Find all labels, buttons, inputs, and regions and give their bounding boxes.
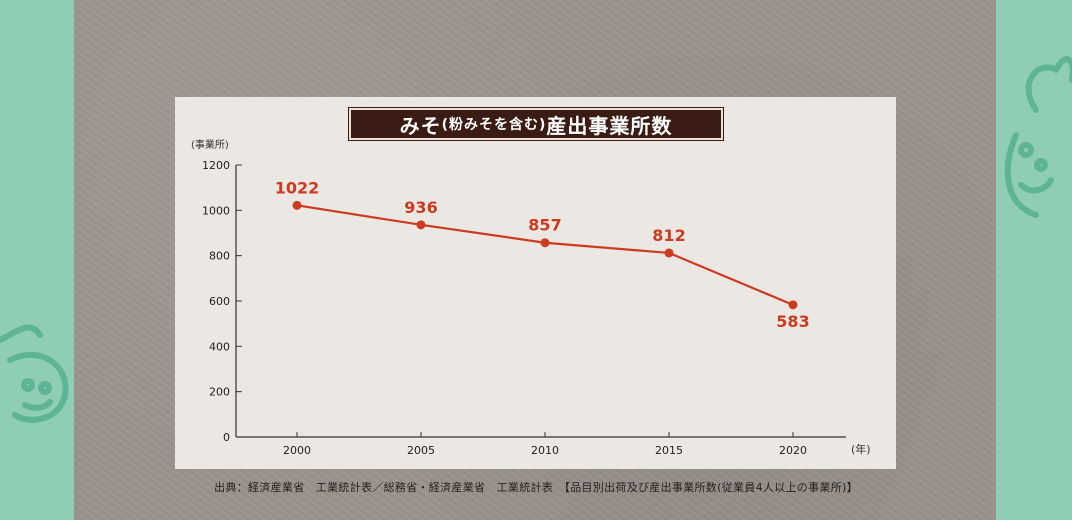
x-tick-label: 2005 [407,444,435,457]
chart-title-suffix: 産出事業所数 [546,113,673,138]
y-tick-label: 800 [209,250,230,263]
y-tick-label: 600 [209,295,230,308]
y-tick-label: 1000 [202,204,230,217]
data-label: 812 [652,226,685,245]
data-point [788,300,798,310]
data-point [540,238,550,248]
y-tick-label: 0 [223,431,230,444]
data-label: 583 [776,312,809,331]
mascot-left-decoration [0,324,69,423]
y-axis-unit-label: (事業所) [191,140,229,151]
data-point [292,200,302,210]
y-tick-label: 400 [209,340,230,353]
data-point [416,220,426,230]
chart-title-paren: (粉みそを含む) [441,117,547,133]
data-label: 936 [404,198,437,217]
x-tick-label: 2020 [779,444,807,457]
y-tick-label: 1200 [202,159,230,172]
chart-title: みそ (粉みそを含む) 産出事業所数 [349,108,723,140]
x-tick-label: 2000 [283,444,311,457]
right-side-band [996,0,1072,520]
data-point [664,248,674,258]
source-caption: 出典：経済産業省 工業統計表／総務省・経済産業省 工業統計表 【品目別出荷及び産… [214,481,858,494]
chart-panel [175,97,896,469]
x-axis-unit-label: (年) [851,443,871,456]
x-tick-label: 2010 [531,444,559,457]
chart-title-prefix: みそ [399,113,442,138]
data-label: 857 [528,216,561,235]
y-tick-label: 200 [209,386,230,399]
x-tick-label: 2015 [655,444,683,457]
left-side-band [0,0,74,520]
data-label: 1022 [275,178,320,197]
